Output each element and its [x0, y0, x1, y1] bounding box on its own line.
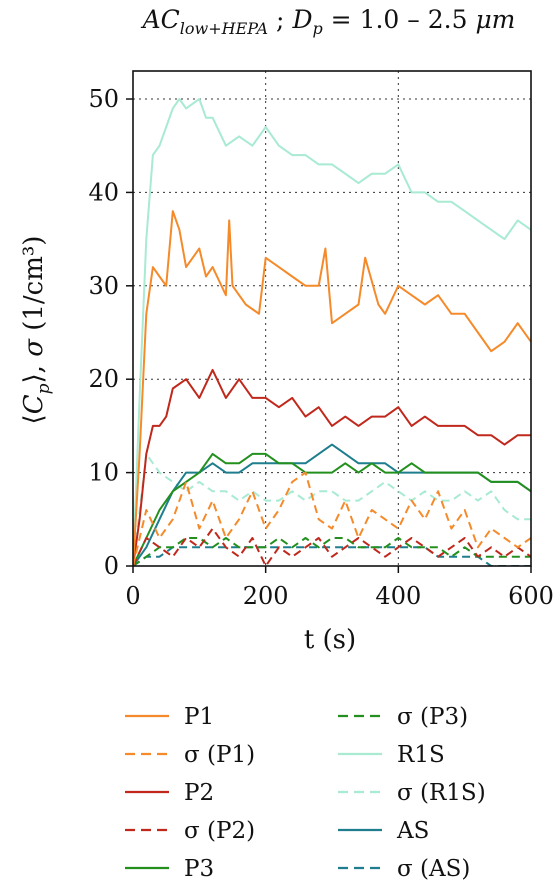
legend: P1 σ (P1) P2 σ (P2) P3 σ (P3) R1S σ (R1S) AS σ (A… [125, 704, 486, 882]
series-line-5 [133, 537, 531, 566]
series-line-0 [133, 210, 531, 566]
y-tick-label-10: 10 [88, 459, 119, 487]
title-range: = 1.0 – 2.5 [323, 5, 476, 34]
y-ticks: 0 10 20 30 40 50 [88, 85, 133, 580]
legend-label-8: AS [396, 818, 429, 844]
x-ticks: 0 200 400 600 [125, 566, 554, 610]
x-tick-label-400: 400 [375, 582, 421, 610]
x-tick-label-200: 200 [243, 582, 289, 610]
series-lines [133, 98, 531, 566]
ylabel-close: ⟩, [19, 357, 49, 384]
title-dp-sub: p [312, 19, 322, 38]
title-ac: AC [141, 5, 180, 34]
title-sep: ; [268, 5, 292, 34]
ylabel-open: ⟨ [19, 414, 49, 424]
y-axis-title: ⟨Cp⟩, σ (1/cm³) [19, 236, 54, 425]
ylabel-sigma: σ [19, 338, 49, 357]
legend-label-4: P3 [184, 856, 214, 882]
legend-label-0: P1 [184, 704, 214, 730]
title-dp: D [291, 5, 312, 34]
ylabel-sub: p [34, 383, 54, 394]
y-tick-label-50: 50 [88, 85, 119, 113]
x-axis-title: t (s) [304, 625, 356, 655]
title-ac-sub: low+HEPA [180, 19, 268, 38]
y-tick-label-30: 30 [88, 272, 119, 300]
series-line-7 [133, 452, 531, 566]
legend-label-9: σ (AS) [397, 856, 470, 882]
series-line-9 [133, 546, 531, 566]
legend-label-3: σ (P2) [184, 818, 255, 844]
chart-title: AClow+HEPA ; Dp = 1.0 – 2.5 μm [141, 5, 516, 38]
legend-label-1: σ (P1) [184, 742, 255, 768]
legend-label-7: σ (R1S) [397, 780, 486, 806]
series-line-4 [133, 452, 531, 566]
y-tick-label-40: 40 [88, 178, 119, 206]
legend-label-5: σ (P3) [397, 704, 468, 730]
series-line-3 [133, 527, 531, 566]
y-tick-label-20: 20 [88, 365, 119, 393]
title-unit: μm [475, 5, 515, 34]
y-tick-label-0: 0 [104, 552, 119, 580]
ylabel-unit: (1/cm³) [19, 236, 49, 340]
legend-label-6: R1S [397, 742, 445, 768]
plot-frame [132, 70, 532, 567]
ylabel-var: C [19, 394, 49, 414]
series-line-2 [133, 368, 531, 566]
x-tick-label-0: 0 [125, 582, 140, 610]
x-tick-label-600: 600 [508, 582, 554, 610]
series-line-6 [133, 98, 531, 566]
legend-label-2: P2 [184, 780, 214, 806]
series-line-1 [133, 471, 531, 566]
